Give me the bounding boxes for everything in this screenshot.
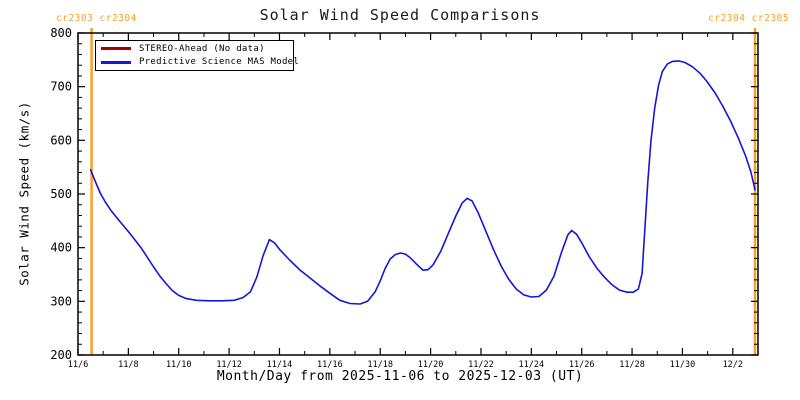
- x-tick-label: 11/8: [118, 360, 138, 370]
- legend-label-stereo: STEREO-Ahead (No data): [139, 43, 265, 54]
- x-tick-label: 11/22: [468, 360, 494, 370]
- mas-model-line-swatch: [101, 60, 131, 64]
- legend-label-mas-model: Predictive Science MAS Model: [139, 57, 300, 68]
- x-tick-label: 11/16: [317, 360, 343, 370]
- legend-row-mas-model: Predictive Science MAS Model: [96, 56, 299, 69]
- y-tick-label: 700: [50, 80, 72, 94]
- x-tick-label: 11/20: [418, 360, 444, 370]
- chart-title: Solar Wind Speed Comparisons: [259, 6, 541, 24]
- y-tick-label: 300: [50, 294, 72, 308]
- x-tick-label: 11/30: [670, 360, 696, 370]
- x-tick-label: 12/2: [723, 360, 743, 370]
- model-curve: [89, 60, 756, 305]
- y-tick-label: 600: [50, 133, 72, 147]
- legend-row-stereo: STEREO-Ahead (No data): [96, 42, 293, 55]
- legend: STEREO-Ahead (No data) Predictive Scienc…: [95, 40, 299, 71]
- y-tick-label: 500: [50, 187, 72, 201]
- x-tick-label: 11/12: [216, 360, 242, 370]
- x-axis-label: Month/Day from 2025-11-06 to 2025-12-03 …: [216, 369, 584, 384]
- y-axis-label: Solar Wind Speed (km/s): [16, 101, 32, 286]
- y-tick-label: 400: [50, 241, 72, 255]
- x-tick-label: 11/18: [367, 360, 393, 370]
- x-tick-label: 11/14: [267, 360, 293, 370]
- axes-frame: [77, 32, 759, 356]
- carrington-label-right: cr2304 cr2305: [708, 13, 789, 24]
- y-tick-label: 800: [50, 26, 72, 40]
- carrington-label-left: cr2303 cr2304: [56, 13, 137, 24]
- x-tick-label: 11/10: [166, 360, 192, 370]
- x-tick-label: 11/24: [519, 360, 545, 370]
- x-tick-label: 11/26: [569, 360, 595, 370]
- x-tick-label: 11/6: [68, 360, 88, 370]
- stereo-line-swatch: [101, 47, 131, 51]
- x-tick-label: 11/28: [619, 360, 645, 370]
- y-tick-label: 200: [50, 348, 72, 362]
